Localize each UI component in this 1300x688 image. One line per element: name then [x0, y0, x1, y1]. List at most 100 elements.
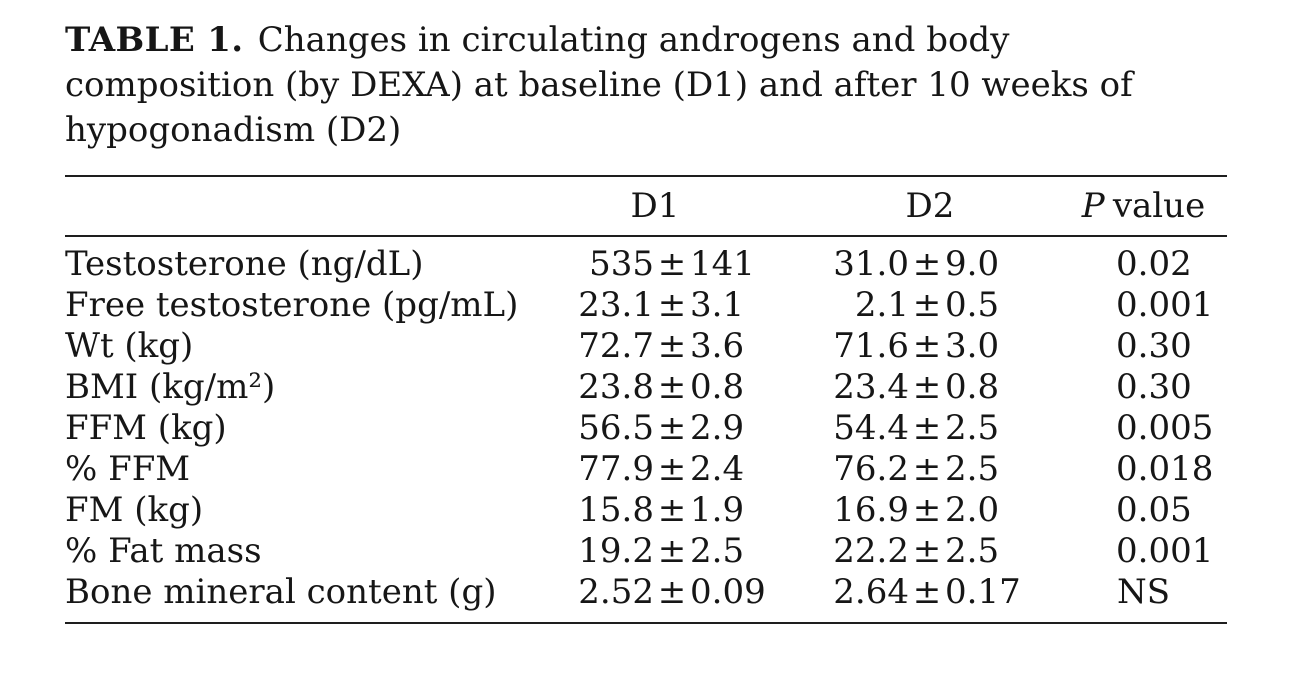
paper-page: TABLE 1. Changes in circulating androgens… [65, 18, 1227, 624]
caption-line-3: hypogonadism (D2) [65, 110, 402, 150]
column-header-d1: D1 [630, 186, 680, 226]
sd-value: 3.1 [690, 285, 745, 325]
p-value-header-italic-p: P [1081, 186, 1105, 226]
plus-minus-symbol: ± [657, 408, 687, 448]
plus-minus-symbol: ± [912, 244, 942, 284]
sd-value: 9.0 [945, 244, 1000, 284]
mean-value: 2.1 [854, 285, 909, 325]
p-value: 0.001 [1116, 531, 1214, 571]
d1-value: 19.2 ±2.5 [510, 531, 800, 572]
plus-minus-symbol: ± [657, 490, 687, 530]
d2-value: 54.4 ±2.5 [800, 408, 1060, 449]
mean-value: 54.4 [833, 408, 909, 448]
p-value: 0.05 [1116, 490, 1192, 530]
mean-value: 76.2 [833, 449, 909, 489]
d1-value: 2.52 ±0.09 [510, 572, 800, 613]
table-row: % Fat mass 19.2 ±2.5 22.2 ±2.5 0.001 [65, 531, 1227, 572]
plus-minus-symbol: ± [912, 285, 942, 325]
sd-value: 3.0 [945, 326, 1000, 366]
plus-minus-symbol: ± [657, 572, 687, 612]
p-value: 0.02 [1116, 244, 1192, 284]
table-row: % FFM 77.9 ±2.4 76.2 ±2.5 0.018 [65, 449, 1227, 490]
mean-value: 2.64 [833, 572, 909, 612]
p-value: 0.001 [1116, 285, 1214, 325]
plus-minus-symbol: ± [912, 490, 942, 530]
mean-value: 2.52 [578, 572, 654, 612]
row-label: BMI (kg/m²) [65, 367, 276, 407]
d2-value: 2.64 ±0.17 [800, 572, 1060, 613]
table-caption: TABLE 1. Changes in circulating androgens… [65, 18, 1227, 153]
row-label: % FFM [65, 449, 191, 489]
table-row: FFM (kg) 56.5 ±2.9 54.4 ±2.5 0.005 [65, 408, 1227, 449]
table-row: BMI (kg/m²) 23.8 ±0.8 23.4 ±0.8 0.30 [65, 367, 1227, 408]
plus-minus-symbol: ± [912, 367, 942, 407]
row-label: Bone mineral content (g) [65, 572, 497, 612]
mean-value: 535 [589, 244, 654, 284]
d2-value: 71.6 ±3.0 [800, 326, 1060, 367]
mean-value: 72.7 [578, 326, 654, 366]
p-value: 0.018 [1116, 449, 1214, 489]
mean-value: 16.9 [833, 490, 909, 530]
d1-value: 77.9 ±2.4 [510, 449, 800, 490]
plus-minus-symbol: ± [912, 449, 942, 489]
plus-minus-symbol: ± [657, 244, 687, 284]
row-label: % Fat mass [65, 531, 262, 571]
sd-value: 2.5 [945, 531, 1000, 571]
d1-value: 72.7 ±3.6 [510, 326, 800, 367]
column-header-stub [65, 177, 510, 235]
p-value: 0.30 [1116, 367, 1192, 407]
sd-value: 2.5 [690, 531, 745, 571]
mean-value: 23.4 [833, 367, 909, 407]
table-row: FM (kg) 15.8 ±1.9 16.9 ±2.0 0.05 [65, 490, 1227, 531]
row-label: FFM (kg) [65, 408, 227, 448]
plus-minus-symbol: ± [912, 572, 942, 612]
p-value-header-rest: value [1112, 186, 1206, 226]
d1-value: 23.8 ±0.8 [510, 367, 800, 408]
plus-minus-symbol: ± [657, 285, 687, 325]
d1-value: 15.8 ±1.9 [510, 490, 800, 531]
mean-value: 56.5 [578, 408, 654, 448]
sd-value: 141 [690, 244, 755, 284]
table-row: Wt (kg) 72.7 ±3.6 71.6 ±3.0 0.30 [65, 326, 1227, 367]
table-caption-label: TABLE 1. [65, 20, 244, 60]
mean-value: 23.1 [578, 285, 654, 325]
p-value: 0.005 [1116, 408, 1214, 448]
caption-line-1: TABLE 1. Changes in circulating androgens… [65, 18, 1227, 63]
sd-value: 3.6 [690, 326, 745, 366]
table-row: Testosterone (ng/dL) 535 ±141 31.0 ±9.0 0.02 [65, 244, 1227, 285]
column-header-d2: D2 [905, 186, 955, 226]
mean-value: 15.8 [578, 490, 654, 530]
d1-value: 23.1 ±3.1 [510, 285, 800, 326]
sd-value: 2.4 [690, 449, 745, 489]
mean-value: 19.2 [578, 531, 654, 571]
sd-value: 0.5 [945, 285, 1000, 325]
sd-value: 2.9 [690, 408, 745, 448]
p-value: NS [1116, 572, 1171, 612]
plus-minus-symbol: ± [912, 408, 942, 448]
sd-value: 0.8 [945, 367, 1000, 407]
sd-value: 2.5 [945, 449, 1000, 489]
row-label: FM (kg) [65, 490, 204, 530]
plus-minus-symbol: ± [912, 326, 942, 366]
mean-value: 22.2 [833, 531, 909, 571]
mean-value: 23.8 [578, 367, 654, 407]
row-label: Free testosterone (pg/mL) [65, 285, 519, 325]
caption-line-1-text: Changes in circulating androgens and bod… [257, 20, 1010, 60]
table-body: Testosterone (ng/dL) 535 ±141 31.0 ±9.0 0.02 F… [65, 237, 1227, 622]
d2-value: 23.4 ±0.8 [800, 367, 1060, 408]
d2-value: 2.1 ±0.5 [800, 285, 1060, 326]
table-row: Bone mineral content (g) 2.52 ±0.09 2.64 ±0.… [65, 572, 1227, 613]
plus-minus-symbol: ± [657, 326, 687, 366]
caption-line-2: composition (by DEXA) at baseline (D1) a… [65, 65, 1133, 105]
d1-value: 56.5 ±2.9 [510, 408, 800, 449]
sd-value: 0.8 [690, 367, 745, 407]
plus-minus-symbol: ± [657, 531, 687, 571]
table-row: Free testosterone (pg/mL) 23.1 ±3.1 2.1 ±0.5… [65, 285, 1227, 326]
mean-value: 31.0 [833, 244, 909, 284]
d2-value: 31.0 ±9.0 [800, 244, 1060, 285]
sd-value: 2.0 [945, 490, 1000, 530]
plus-minus-symbol: ± [912, 531, 942, 571]
